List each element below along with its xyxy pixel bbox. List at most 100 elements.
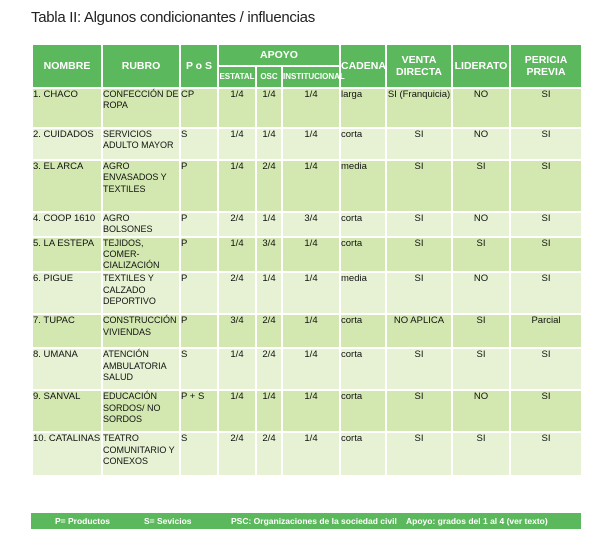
cell-estatal: 1/4 (217, 87, 257, 129)
cell-pos: P (179, 271, 219, 316)
cell-pos: P (179, 235, 219, 274)
cell-pericia: SI (509, 211, 583, 238)
cell-pos: CP (179, 87, 219, 129)
cell-institucional: 1/4 (281, 431, 341, 478)
table-row: 6. PIGUE TEXTILES Y CALZADO DEPORTIVO P 2/4… (31, 271, 583, 316)
cell-rubro: CONSTRUCCIÓN VIVIENDAS (101, 313, 181, 350)
legend-productos: P= Productos (55, 516, 111, 526)
table-row: 9. SANVAL EDUCACIÓN SORDOS/ NO SORDOS P + … (31, 389, 583, 434)
cell-estatal: 1/4 (217, 389, 257, 434)
cell-osc: 2/4 (255, 159, 283, 213)
cell-estatal: 2/4 (217, 211, 257, 238)
cell-osc: 1/4 (255, 211, 283, 238)
table-row: 10. CATALINAS TEATRO COMUNITARIO Y CONEXO… (31, 431, 583, 478)
cell-rubro: ATENCIÓN AMBULATORIA SALUD (101, 347, 181, 392)
table-footer-legend: P= Productos S= Sevicios PSC: Organizaci… (31, 513, 581, 529)
cell-osc: 1/4 (255, 271, 283, 316)
cell-osc: 2/4 (255, 313, 283, 350)
table-row: 4. COOP 1610 AGRO BOLSONES P 2/4 1/4 3/4 corta… (31, 211, 583, 238)
cell-nombre: 6. PIGUE (31, 271, 103, 316)
cell-pos: P + S (179, 389, 219, 434)
cell-institucional: 1/4 (281, 159, 341, 213)
cell-venta-directa: NO APLICA (385, 313, 453, 350)
cell-nombre: 7. TUPAC (31, 313, 103, 350)
cell-osc: 3/4 (255, 235, 283, 274)
cell-nombre: 1. CHACO (31, 87, 103, 129)
header-cadena: CADENA (339, 43, 387, 89)
cell-cadena: corta (339, 389, 387, 434)
cell-institucional: 1/4 (281, 235, 341, 274)
table-title: Tabla II: Algunos condicionantes / influ… (31, 9, 315, 26)
cell-cadena: corta (339, 211, 387, 238)
cell-venta-directa: SI (Franquicia) (385, 87, 453, 129)
cell-pos: S (179, 347, 219, 392)
cell-nombre: 10. CATALINAS (31, 431, 103, 478)
cell-estatal: 3/4 (217, 313, 257, 350)
legend-apoyo: Apoyo: grados del 1 al 4 (ver texto) (406, 516, 548, 526)
cell-cadena: media (339, 159, 387, 213)
cell-estatal: 1/4 (217, 127, 257, 161)
cell-estatal: 1/4 (217, 235, 257, 274)
cell-liderato: SI (451, 347, 511, 392)
table-row: 2. CUIDADOS SERVICIOS ADULTO MAYOR S 1/4 1/4… (31, 127, 583, 161)
cell-estatal: 1/4 (217, 159, 257, 213)
header-osc: OSC (255, 65, 283, 89)
cell-venta-directa: SI (385, 211, 453, 238)
cell-cadena: corta (339, 431, 387, 478)
cell-nombre: 4. COOP 1610 (31, 211, 103, 238)
legend-servicios: S= Sevicios (144, 516, 192, 526)
cell-nombre: 5. LA ESTEPA (31, 235, 103, 274)
cell-rubro: SERVICIOS ADULTO MAYOR (101, 127, 181, 161)
cell-pericia: SI (509, 235, 583, 274)
cell-nombre: 9. SANVAL (31, 389, 103, 434)
cell-venta-directa: SI (385, 235, 453, 274)
cell-rubro: EDUCACIÓN SORDOS/ NO SORDOS (101, 389, 181, 434)
cell-institucional: 3/4 (281, 211, 341, 238)
cell-rubro: AGRO ENVASADOS Y TEXTILES (101, 159, 181, 213)
legend-psc: PSC: Organizaciones de la sociedad civil (231, 516, 397, 526)
cell-pericia: SI (509, 87, 583, 129)
cell-rubro: TEJIDOS, COMER-CIALIZACIÓN (101, 235, 181, 274)
table-row: 5. LA ESTEPA TEJIDOS, COMER-CIALIZACIÓN P 1… (31, 235, 583, 274)
cell-liderato: SI (451, 431, 511, 478)
header-institucional: INSTITUCIONAL (281, 65, 345, 89)
cell-institucional: 1/4 (281, 271, 341, 316)
header-apoyo: APOYO (217, 43, 341, 67)
cell-institucional: 1/4 (281, 347, 341, 392)
cell-pericia: Parcial (509, 313, 583, 350)
cell-liderato: NO (451, 87, 511, 129)
cell-liderato: NO (451, 271, 511, 316)
cell-pos: P (179, 313, 219, 350)
cell-cadena: media (339, 271, 387, 316)
cell-institucional: 1/4 (281, 389, 341, 434)
cell-venta-directa: SI (385, 431, 453, 478)
cell-venta-directa: SI (385, 271, 453, 316)
cell-nombre: 2. CUIDADOS (31, 127, 103, 161)
cell-institucional: 1/4 (281, 313, 341, 350)
header-liderato: LIDERATO (451, 43, 511, 89)
cell-rubro: AGRO BOLSONES (101, 211, 181, 238)
cell-pericia: SI (509, 127, 583, 161)
table-row: 1. CHACO CONFECCIÓN DE ROPA CP 1/4 1/4 1/4 lar… (31, 87, 583, 129)
conditions-table: NOMBRE RUBRO P o S APOYO CADENA VENTA DI… (31, 43, 583, 478)
table-row: 3. EL ARCA AGRO ENVASADOS Y TEXTILES P 1/4 2… (31, 159, 583, 213)
cell-pos: P (179, 211, 219, 238)
cell-cadena: corta (339, 235, 387, 274)
cell-liderato: SI (451, 159, 511, 213)
cell-pos: S (179, 431, 219, 478)
header-pericia: PERICIA PREVIA (509, 43, 583, 89)
cell-cadena: larga (339, 87, 387, 129)
cell-venta-directa: SI (385, 127, 453, 161)
table-row: 8. UMANA ATENCIÓN AMBULATORIA SALUD S 1/4 2/… (31, 347, 583, 392)
cell-osc: 2/4 (255, 347, 283, 392)
cell-rubro: CONFECCIÓN DE ROPA (101, 87, 181, 129)
cell-liderato: NO (451, 127, 511, 161)
header-nombre: NOMBRE (31, 43, 103, 89)
cell-pericia: SI (509, 431, 583, 478)
cell-rubro: TEXTILES Y CALZADO DEPORTIVO (101, 271, 181, 316)
cell-osc: 1/4 (255, 87, 283, 129)
cell-nombre: 8. UMANA (31, 347, 103, 392)
cell-osc: 1/4 (255, 389, 283, 434)
cell-institucional: 1/4 (281, 127, 341, 161)
cell-pericia: SI (509, 347, 583, 392)
